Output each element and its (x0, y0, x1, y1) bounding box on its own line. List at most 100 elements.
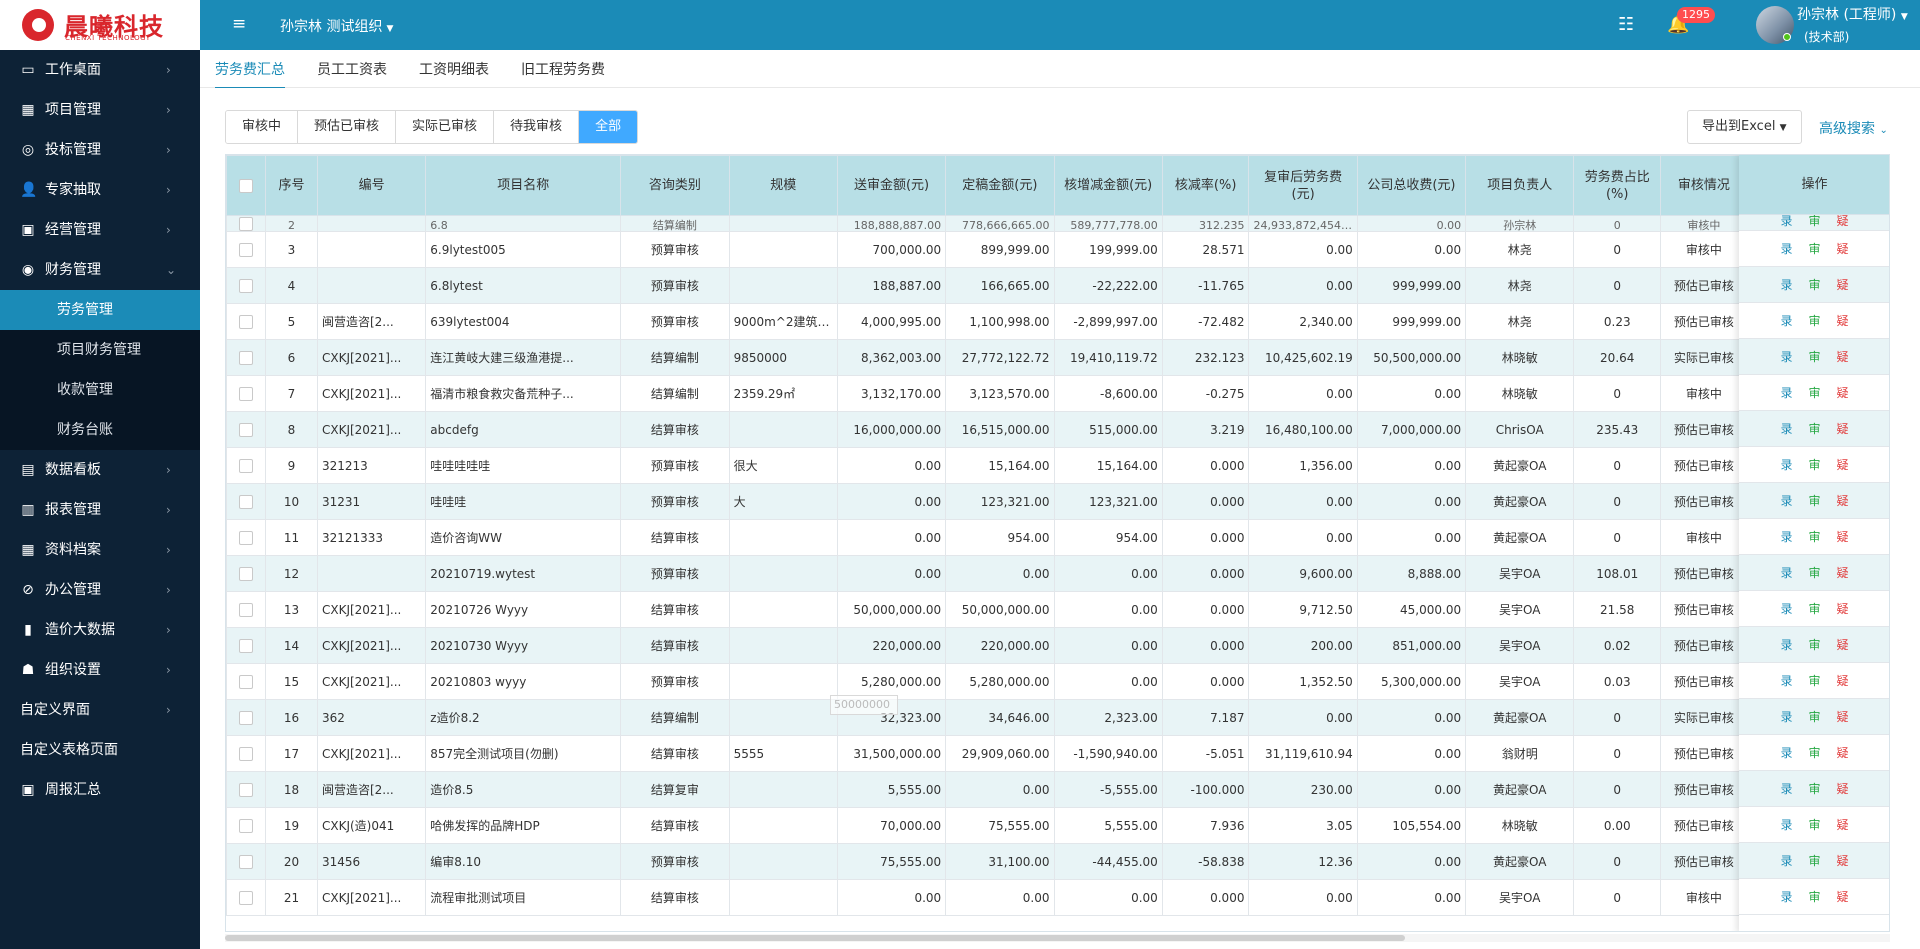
select-all-checkbox[interactable] (226, 155, 266, 216)
table-row[interactable]: 5 闽营造咨[2... 639lytest004 预算审核 9000m^2建筑面积 4,0… (226, 303, 1889, 340)
row-select-cell[interactable] (226, 303, 266, 340)
question-link[interactable]: 疑 (1836, 314, 1849, 328)
question-link[interactable]: 疑 (1836, 674, 1849, 688)
review-link[interactable]: 审 (1808, 710, 1821, 724)
row-select-cell[interactable] (226, 339, 266, 376)
question-link[interactable]: 疑 (1836, 818, 1849, 832)
row-select-cell[interactable] (226, 231, 266, 268)
checkbox[interactable] (238, 458, 253, 473)
checkbox[interactable] (238, 638, 253, 653)
checkbox[interactable] (238, 710, 253, 725)
sidebar-item[interactable]: ⊘ 办公管理 › (0, 570, 200, 610)
row-select-cell[interactable] (226, 215, 266, 232)
table-row[interactable]: 4 6.8lytest 预算审核 188,887.00 166,665.00 -22,22… (226, 267, 1889, 304)
checkbox[interactable] (238, 566, 253, 581)
sidebar-subitem[interactable]: 收款管理 (57, 382, 113, 398)
sidebar-subitem[interactable]: 项目财务管理 (57, 342, 141, 358)
row-select-cell[interactable] (226, 555, 266, 592)
user-menu[interactable]: 孙宗林 (工程师) ▼ (1797, 4, 1908, 24)
tab-salary-detail[interactable]: 工资明细表 (419, 62, 489, 78)
table-row[interactable]: 13 CXKJ[2021]... 20210726 Wyyy 结算审核 50,000,0… (226, 591, 1889, 628)
record-link[interactable]: 录 (1780, 674, 1793, 688)
question-link[interactable]: 疑 (1836, 854, 1849, 868)
sidebar-item[interactable]: ☗ 组织设置 › (0, 650, 200, 690)
filter-actual-reviewed[interactable]: 实际已审核 (396, 111, 495, 143)
sidebar-item[interactable]: 自定义表格页面 (0, 730, 200, 770)
sidebar-item[interactable]: ▭ 工作桌面 › (0, 50, 200, 90)
row-select-cell[interactable] (226, 411, 266, 448)
review-link[interactable]: 审 (1808, 782, 1821, 796)
checkbox[interactable] (238, 278, 253, 293)
table-row[interactable]: 17 CXKJ[2021]... 857完全测试项目(勿删) 结算审核 5555 31,5… (226, 735, 1889, 772)
filter-reviewing[interactable]: 审核中 (226, 111, 299, 143)
row-select-cell[interactable] (226, 699, 266, 736)
review-link[interactable]: 审 (1808, 386, 1821, 400)
question-link[interactable]: 疑 (1836, 386, 1849, 400)
table-row[interactable]: 12 20210719.wytest 预算审核 0.00 0.00 0.00 0.000 9,… (226, 555, 1889, 592)
table-row[interactable]: 16 362 z造价8.2 结算编制 32,323.00 34,646.00 2,323.0… (226, 699, 1889, 736)
review-link[interactable]: 审 (1808, 494, 1821, 508)
review-link[interactable]: 审 (1808, 215, 1821, 228)
checkbox[interactable] (238, 602, 253, 617)
checkbox[interactable] (238, 530, 253, 545)
review-link[interactable]: 审 (1808, 422, 1821, 436)
tab-labor-summary[interactable]: 劳务费汇总 (215, 59, 285, 89)
tab-salary-sheet[interactable]: 员工工资表 (317, 62, 387, 78)
sidebar-item[interactable]: ▥ 报表管理 › (0, 490, 200, 530)
advanced-search-link[interactable]: 高级搜索 ⌄ (1819, 118, 1888, 138)
question-link[interactable]: 疑 (1836, 422, 1849, 436)
record-link[interactable]: 录 (1780, 494, 1793, 508)
row-select-cell[interactable] (226, 879, 266, 916)
question-link[interactable]: 疑 (1836, 530, 1849, 544)
record-link[interactable]: 录 (1780, 530, 1793, 544)
row-select-cell[interactable] (226, 627, 266, 664)
table-row[interactable]: 20 31456 编审8.10 预算审核 75,555.00 31,100.00 -44,4… (226, 843, 1889, 880)
review-link[interactable]: 审 (1808, 638, 1821, 652)
row-select-cell[interactable] (226, 735, 266, 772)
sidebar-item[interactable]: ▦ 资料档案 › (0, 530, 200, 570)
table-row[interactable]: 2 6.8 结算编制 188,888,887.00 778,666,665.00 589,… (226, 215, 1889, 232)
menu-toggle-icon[interactable]: ≡ (232, 14, 247, 34)
review-link[interactable]: 审 (1808, 674, 1821, 688)
checkbox[interactable] (238, 494, 253, 509)
row-select-cell[interactable] (226, 267, 266, 304)
table-row[interactable]: 6 CXKJ[2021]... 连江黄岐大建三级渔港提... 结算编制 9850000 8… (226, 339, 1889, 376)
review-link[interactable]: 审 (1808, 350, 1821, 364)
table-row[interactable]: 18 闽营造咨[2... 造价8.5 结算复审 5,555.00 0.00 -5,555.0… (226, 771, 1889, 808)
filter-all[interactable]: 全部 (579, 111, 638, 143)
question-link[interactable]: 疑 (1836, 242, 1849, 256)
question-link[interactable]: 疑 (1836, 458, 1849, 472)
checkbox[interactable] (238, 178, 253, 193)
sidebar-item[interactable]: 👤 专家抽取 › (0, 170, 200, 210)
table-row[interactable]: 3 6.9lytest005 预算审核 700,000.00 899,999.00 199… (226, 231, 1889, 268)
sidebar-item[interactable]: ▮ 造价大数据 › (0, 610, 200, 650)
question-link[interactable]: 疑 (1836, 710, 1849, 724)
review-link[interactable]: 审 (1808, 530, 1821, 544)
record-link[interactable]: 录 (1780, 386, 1793, 400)
table-row[interactable]: 19 CXKJ(造)041 哈佛发挥的品牌HDP 结算审核 70,000.00 75,55… (226, 807, 1889, 844)
record-link[interactable]: 录 (1780, 818, 1793, 832)
tab-old-project-labor[interactable]: 旧工程劳务费 (521, 62, 605, 78)
question-link[interactable]: 疑 (1836, 350, 1849, 364)
org-selector[interactable]: 孙宗林 测试组织 ▼ (280, 16, 393, 36)
sidebar-subitem[interactable]: 劳务管理 (0, 290, 200, 330)
row-select-cell[interactable] (226, 843, 266, 880)
table-row[interactable]: 10 31231 哇哇哇 预算审核大 0.00 123,321.00 123,321.00 0… (226, 483, 1889, 520)
record-link[interactable]: 录 (1780, 710, 1793, 724)
row-select-cell[interactable] (226, 483, 266, 520)
row-select-cell[interactable] (226, 591, 266, 628)
record-link[interactable]: 录 (1780, 602, 1793, 616)
review-link[interactable]: 审 (1808, 566, 1821, 580)
checkbox[interactable] (238, 890, 253, 905)
checkbox[interactable] (238, 674, 253, 689)
record-link[interactable]: 录 (1780, 422, 1793, 436)
table-row[interactable]: 14 CXKJ[2021]... 20210730 Wyyy 结算审核 220,000.… (226, 627, 1889, 664)
question-link[interactable]: 疑 (1836, 602, 1849, 616)
checkbox[interactable] (238, 217, 253, 231)
horizontal-scrollbar[interactable] (225, 934, 1890, 942)
record-link[interactable]: 录 (1780, 242, 1793, 256)
table-row[interactable]: 8 CXKJ[2021]... abcdefg 结算审核 16,000,000.00 16… (226, 411, 1889, 448)
record-link[interactable]: 录 (1780, 746, 1793, 760)
sidebar-item[interactable]: ◉ 财务管理 ⌄ (0, 250, 200, 290)
record-link[interactable]: 录 (1780, 278, 1793, 292)
